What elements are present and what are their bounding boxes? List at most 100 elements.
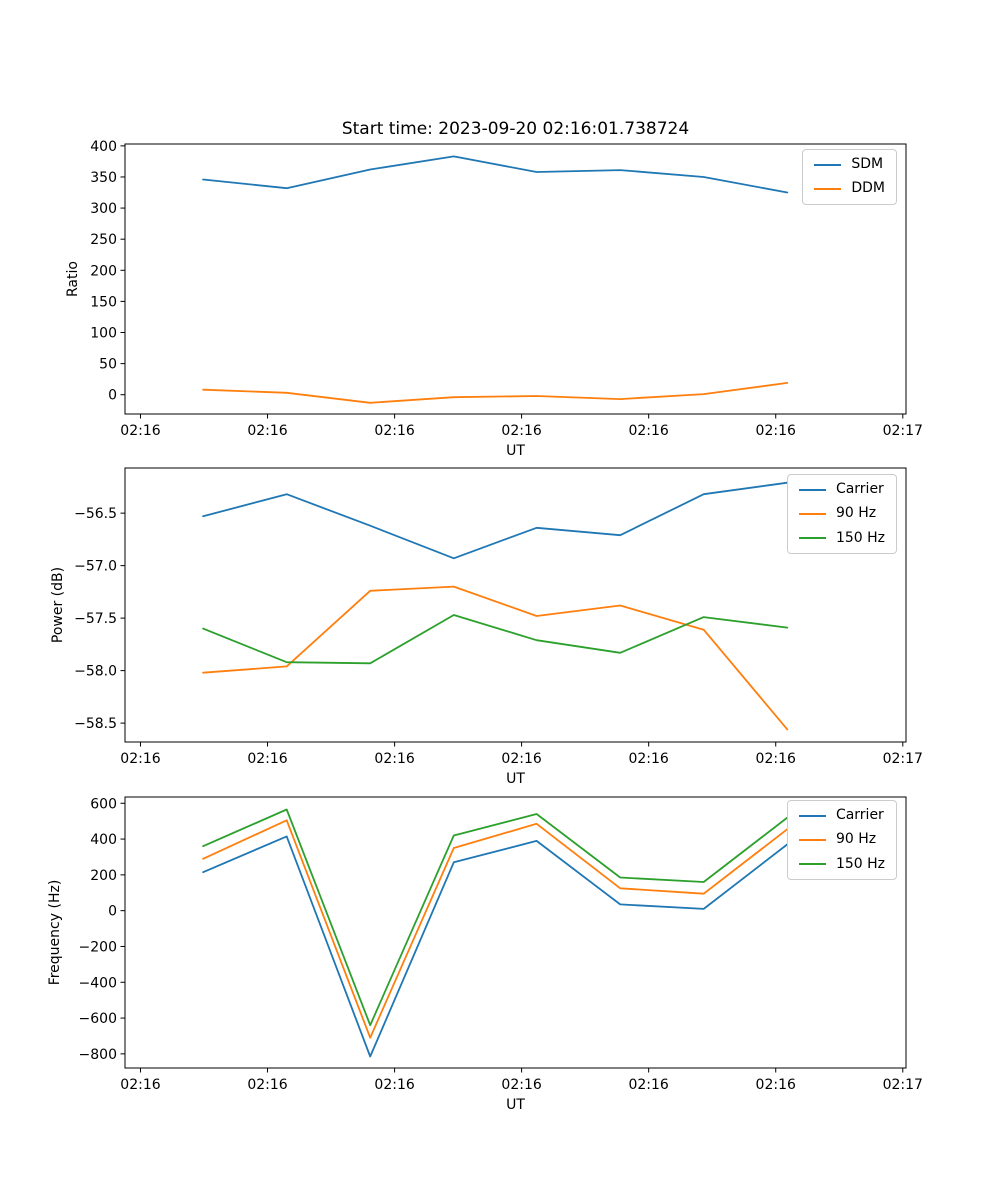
- legend-entry-150-hz: 150 Hz: [798, 529, 885, 546]
- legend-label: 90 Hz: [835, 831, 877, 848]
- frequency-legend: Carrier 90 Hz 150 Hz: [786, 800, 897, 881]
- x-tick-label: 02:16: [756, 423, 796, 439]
- x-tick-label: 02:16: [756, 1077, 796, 1093]
- y-axis-label: Frequency (Hz): [47, 880, 63, 986]
- plot-frame: [124, 143, 907, 415]
- series-line-sdm: [202, 155, 789, 194]
- legend-line-swatch: [798, 839, 826, 842]
- x-tick-label: 02:16: [120, 751, 160, 767]
- figure-title: Start time: 2023-09-20 02:16:01.738724: [341, 119, 690, 139]
- series-line-90-hz: [202, 585, 789, 731]
- series-line-carrier: [202, 481, 789, 560]
- legend-label: 90 Hz: [835, 505, 877, 522]
- series-line-carrier: [202, 835, 789, 1058]
- x-tick-label: 02:16: [374, 751, 414, 767]
- legend-entry-ddm: DDM: [814, 180, 885, 197]
- y-tick-label: 50: [99, 357, 117, 373]
- legend-entry-carrier: Carrier: [798, 807, 885, 823]
- legend-entry-150-hz: 150 Hz: [798, 855, 885, 872]
- x-tick-label: 02:17: [883, 423, 923, 439]
- power-legend: Carrier 90 Hz 150 Hz: [786, 474, 897, 555]
- series-line-150-hz: [202, 614, 789, 665]
- y-tick-label: 350: [90, 170, 117, 186]
- series-line-ddm: [202, 381, 789, 404]
- x-axis-ticks: 02:16 02:16 02:16 02:16 02:16 02:16 02:17: [120, 742, 923, 767]
- plot-frame: [124, 796, 907, 1069]
- y-axis-ticks: 600 400 200 0 −200 −400 −600 −800: [79, 796, 125, 1063]
- y-tick-label: 250: [90, 232, 117, 248]
- legend-line-swatch: [798, 513, 826, 516]
- x-axis-label: UT: [506, 771, 525, 787]
- x-tick-label: 02:16: [756, 751, 796, 767]
- legend-line-swatch: [814, 188, 842, 191]
- y-tick-label: 200: [90, 263, 117, 279]
- legend-label: DDM: [851, 180, 885, 197]
- x-axis-label: UT: [506, 1097, 525, 1113]
- legend-entry-90-hz: 90 Hz: [798, 831, 885, 848]
- x-tick-label: 02:17: [883, 751, 923, 767]
- legend-label: Carrier: [835, 481, 884, 497]
- x-tick-label: 02:16: [501, 1077, 541, 1093]
- series-lines: [202, 481, 789, 731]
- x-tick-label: 02:16: [628, 1077, 668, 1093]
- y-tick-label: −800: [79, 1047, 117, 1063]
- legend-line-swatch: [798, 863, 826, 866]
- series-line-150-hz: [202, 808, 789, 1027]
- x-axis-ticks: 02:16 02:16 02:16 02:16 02:16 02:16 02:17: [120, 414, 923, 439]
- y-tick-label: 0: [108, 904, 117, 920]
- series-lines: [202, 808, 789, 1058]
- series-lines: [202, 155, 789, 404]
- y-tick-label: −600: [79, 1011, 117, 1027]
- y-tick-label: 400: [90, 832, 117, 848]
- legend-entry-sdm: SDM: [814, 156, 885, 172]
- y-axis-ticks: 400 350 300 250 200 150 100 50 0: [90, 139, 125, 404]
- series-line-90-hz: [202, 819, 789, 1039]
- y-tick-label: 300: [90, 201, 117, 217]
- x-tick-label: 02:17: [883, 1077, 923, 1093]
- y-tick-label: −56.5: [74, 506, 117, 522]
- legend-label: 150 Hz: [835, 529, 885, 546]
- y-tick-label: 600: [90, 796, 117, 812]
- x-tick-label: 02:16: [501, 423, 541, 439]
- y-tick-label: −200: [79, 939, 117, 955]
- legend-line-swatch: [798, 814, 826, 817]
- y-tick-label: −58.0: [74, 664, 117, 680]
- y-tick-label: 400: [90, 139, 117, 155]
- legend-label: Carrier: [835, 807, 884, 823]
- legend-entry-90-hz: 90 Hz: [798, 505, 885, 522]
- y-axis-label: Ratio: [65, 261, 81, 297]
- x-tick-label: 02:16: [628, 751, 668, 767]
- x-tick-label: 02:16: [247, 1077, 287, 1093]
- y-tick-label: −400: [79, 975, 117, 991]
- y-tick-label: 0: [108, 388, 117, 404]
- y-axis-label: Power (dB): [50, 567, 66, 643]
- y-tick-label: −57.0: [74, 559, 117, 575]
- y-tick-label: −58.5: [74, 716, 117, 732]
- y-tick-label: 200: [90, 868, 117, 884]
- y-tick-label: −57.5: [74, 611, 117, 627]
- legend-line-swatch: [798, 537, 826, 540]
- x-tick-label: 02:16: [501, 751, 541, 767]
- x-tick-label: 02:16: [247, 751, 287, 767]
- legend-label: SDM: [851, 156, 884, 172]
- x-axis-label: UT: [506, 443, 525, 459]
- y-axis-ticks: −56.5 −57.0 −57.5 −58.0 −58.5: [74, 506, 125, 732]
- y-tick-label: 100: [90, 326, 117, 342]
- x-tick-label: 02:16: [374, 1077, 414, 1093]
- x-axis-ticks: 02:16 02:16 02:16 02:16 02:16 02:16 02:17: [120, 1068, 923, 1093]
- x-tick-label: 02:16: [120, 1077, 160, 1093]
- x-tick-label: 02:16: [374, 423, 414, 439]
- legend-line-swatch: [814, 163, 842, 166]
- legend-label: 150 Hz: [835, 855, 885, 872]
- y-tick-label: 150: [90, 294, 117, 310]
- legend-line-swatch: [798, 488, 826, 491]
- legend-entry-carrier: Carrier: [798, 481, 885, 497]
- x-tick-label: 02:16: [247, 423, 287, 439]
